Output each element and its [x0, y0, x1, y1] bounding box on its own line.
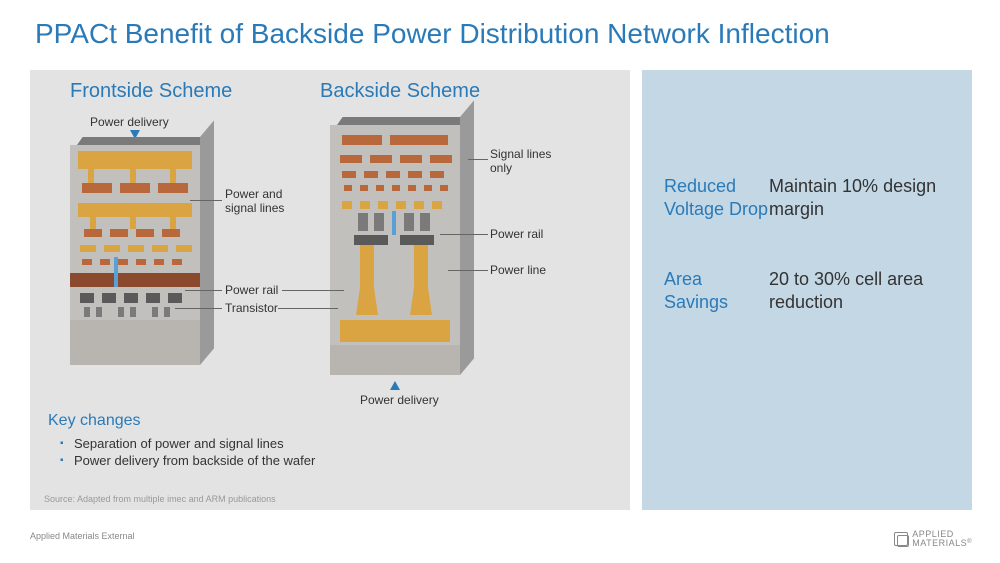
benefit-desc: 20 to 30% cell area reduction	[769, 268, 950, 313]
callout-line	[440, 234, 488, 235]
benefit-label: Area Savings	[664, 268, 769, 313]
label-power-line: Power line	[490, 263, 546, 277]
benefits-panel: Reduced Voltage Drop Maintain 10% design…	[642, 70, 972, 510]
diagram-area: Power delivery	[30, 115, 630, 425]
callout-line	[278, 308, 338, 309]
backside-title: Backside Scheme	[320, 80, 480, 103]
footer-classification: Applied Materials External	[30, 531, 135, 541]
callout-line	[448, 270, 488, 271]
benefit-row-area: Area Savings 20 to 30% cell area reducti…	[664, 268, 950, 313]
key-changes-title: Key changes	[48, 412, 315, 430]
callout-line	[190, 200, 222, 201]
source-citation: Source: Adapted from multiple imec and A…	[44, 494, 276, 504]
slide-title: PPACt Benefit of Backside Power Distribu…	[35, 18, 830, 50]
benefit-row-voltage: Reduced Voltage Drop Maintain 10% design…	[664, 175, 950, 220]
label-power-signal-lines: Power and signal lines	[225, 187, 284, 215]
label-transistor: Transistor	[225, 301, 278, 315]
callout-line	[468, 159, 488, 160]
key-change-item: Power delivery from backside of the wafe…	[60, 453, 315, 468]
benefit-desc: Maintain 10% design margin	[769, 175, 950, 220]
diagram-panel: Frontside Scheme Backside Scheme Power d…	[30, 70, 630, 510]
key-changes: Key changes Separation of power and sign…	[48, 412, 315, 470]
frontside-block	[70, 145, 200, 365]
logo-text: APPLIED MATERIALS®	[912, 530, 972, 548]
callout-line	[175, 308, 222, 309]
backside-block	[330, 125, 460, 375]
logo-icon	[894, 532, 908, 546]
backside-power-delivery-label: Power delivery	[360, 393, 439, 407]
label-power-rail-bs: Power rail	[490, 227, 543, 241]
arrow-up-icon	[390, 381, 400, 390]
key-change-item: Separation of power and signal lines	[60, 436, 315, 451]
label-power-rail-fs: Power rail	[225, 283, 278, 297]
label-signal-lines-only: Signal lines only	[490, 147, 551, 175]
frontside-title: Frontside Scheme	[70, 80, 232, 103]
callout-line	[185, 290, 222, 291]
callout-line	[282, 290, 344, 291]
benefit-label: Reduced Voltage Drop	[664, 175, 769, 220]
company-logo: APPLIED MATERIALS®	[894, 530, 972, 548]
frontside-power-delivery-label: Power delivery	[90, 115, 169, 129]
